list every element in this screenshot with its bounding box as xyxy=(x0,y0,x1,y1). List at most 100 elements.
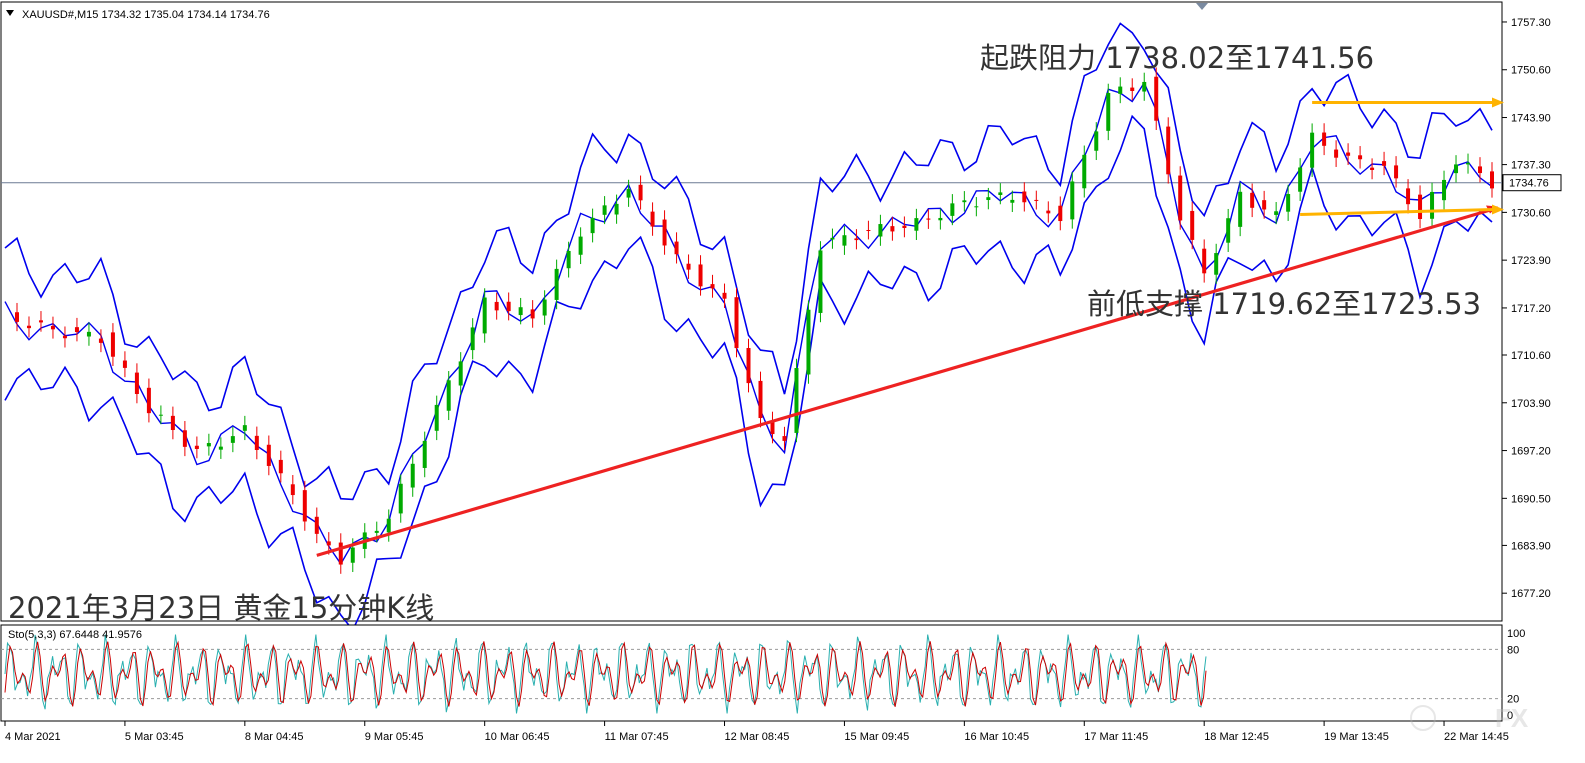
candle-body xyxy=(1358,155,1363,160)
candle-body xyxy=(1490,171,1494,189)
candle-body xyxy=(506,301,511,312)
current-price-box xyxy=(1502,174,1562,192)
candle-body xyxy=(938,217,943,221)
candle-body xyxy=(1082,154,1087,189)
time-tick-label: 15 Mar 09:45 xyxy=(844,731,909,743)
price-tick-label: 1697.20 xyxy=(1511,446,1551,458)
candle-body xyxy=(230,436,235,443)
overlays xyxy=(316,97,1504,557)
candle-body xyxy=(254,435,259,451)
candle-body xyxy=(1454,164,1459,174)
candle-body xyxy=(830,237,835,240)
candle-body xyxy=(674,241,679,255)
candle-body xyxy=(26,325,31,329)
candle-body xyxy=(974,206,979,208)
price-tick-label: 1690.50 xyxy=(1511,493,1551,505)
candle-body xyxy=(554,268,559,300)
candle-body xyxy=(194,445,199,449)
stochastic-axis: 100 80 20 0 xyxy=(1507,628,1525,722)
candle-body xyxy=(134,372,139,395)
candle-body xyxy=(494,301,499,311)
candle-body xyxy=(998,192,1003,195)
candle-body xyxy=(1238,191,1243,227)
price-tick-label: 1703.90 xyxy=(1511,398,1551,410)
candle-body xyxy=(386,518,391,533)
candle-body xyxy=(398,483,403,514)
candle-body xyxy=(1298,167,1303,192)
scroll-marker-icon[interactable] xyxy=(1196,3,1208,10)
candle-body xyxy=(110,332,115,357)
support-arrow xyxy=(1300,208,1495,217)
support-annotation: 前低支撑 1719.62至1723.53 xyxy=(1087,287,1481,321)
candle-body xyxy=(434,404,439,431)
candle-body xyxy=(1250,192,1255,208)
candle-body xyxy=(1262,200,1267,210)
candle-body xyxy=(1334,149,1339,158)
candle-body xyxy=(1034,199,1039,201)
candle-body xyxy=(806,309,811,375)
candle-body xyxy=(1046,210,1051,214)
candle-body xyxy=(602,205,607,215)
upper-band xyxy=(4,22,1493,501)
candle-body xyxy=(374,530,379,533)
candle-body xyxy=(842,235,847,246)
price-tick-label: 1730.60 xyxy=(1511,207,1551,219)
candle-body xyxy=(1322,132,1327,146)
watermark-logo-icon xyxy=(1410,705,1436,731)
stochastic-lines xyxy=(1,634,1502,714)
candle-body xyxy=(1178,175,1183,221)
candle-body xyxy=(1286,194,1291,212)
time-tick-label: 10 Mar 06:45 xyxy=(485,731,550,743)
price-tick-label: 1717.20 xyxy=(1511,303,1551,315)
candle-body xyxy=(1346,152,1351,156)
support-trendline xyxy=(316,207,1493,557)
candle-body xyxy=(866,229,871,231)
candle-body xyxy=(1202,248,1207,274)
candle-body xyxy=(302,490,307,522)
candle-body xyxy=(278,459,283,474)
candle-body xyxy=(1142,81,1147,92)
candle-body xyxy=(734,297,739,349)
candle-body xyxy=(578,236,583,255)
candle-body xyxy=(410,463,415,488)
candle-body xyxy=(1418,194,1423,219)
price-tick-label: 1710.60 xyxy=(1511,350,1551,362)
stochastic-tick-label: 80 xyxy=(1507,644,1519,656)
candle-body xyxy=(146,387,151,414)
candle-body xyxy=(962,200,967,203)
candle-body xyxy=(1382,161,1387,166)
stochastic-header: Sto(5,3,3) 67.6448 41.9576 xyxy=(8,629,142,641)
candle-body xyxy=(1058,205,1063,222)
candle-body xyxy=(1274,211,1279,215)
price-axis: 1757.30 1750.60 1743.90 1737.30 1730.60 1723.… xyxy=(1502,17,1562,600)
candle-body xyxy=(266,444,271,466)
support-arrow-head xyxy=(1491,204,1504,215)
candle-body xyxy=(950,203,955,216)
main-price-pane xyxy=(0,1,1504,632)
candle-body xyxy=(1370,167,1375,170)
time-tick-label: 16 Mar 10:45 xyxy=(964,731,1029,743)
time-tick-label: 22 Mar 14:45 xyxy=(1444,731,1509,743)
menu-triangle-icon[interactable] xyxy=(6,10,14,16)
chart-title-annotation: 2021年3月23日 黄金15分钟K线 xyxy=(8,591,434,625)
candle-body xyxy=(74,327,79,333)
current-price-label: 1734.76 xyxy=(1509,178,1549,190)
main-pane-frame xyxy=(0,1,1503,622)
candle-body xyxy=(794,368,799,433)
price-tick-label: 1683.90 xyxy=(1511,540,1551,552)
candle-body xyxy=(590,217,595,234)
candle-body xyxy=(422,440,427,468)
candle-body xyxy=(770,420,775,435)
time-tick-label: 11 Mar 07:45 xyxy=(605,731,669,743)
candle-body xyxy=(1154,76,1159,121)
candle-body xyxy=(50,325,55,330)
time-tick-label: 19 Mar 13:45 xyxy=(1324,731,1389,743)
candle-body xyxy=(566,250,571,269)
candle-body xyxy=(662,219,667,246)
candle-body xyxy=(1466,162,1471,165)
stochastic-pane-frame xyxy=(0,624,1503,722)
candle-body xyxy=(98,338,103,343)
candle-body xyxy=(710,284,715,289)
resistance-annotation: 起跌阻力 1738.02至1741.56 xyxy=(980,41,1374,75)
